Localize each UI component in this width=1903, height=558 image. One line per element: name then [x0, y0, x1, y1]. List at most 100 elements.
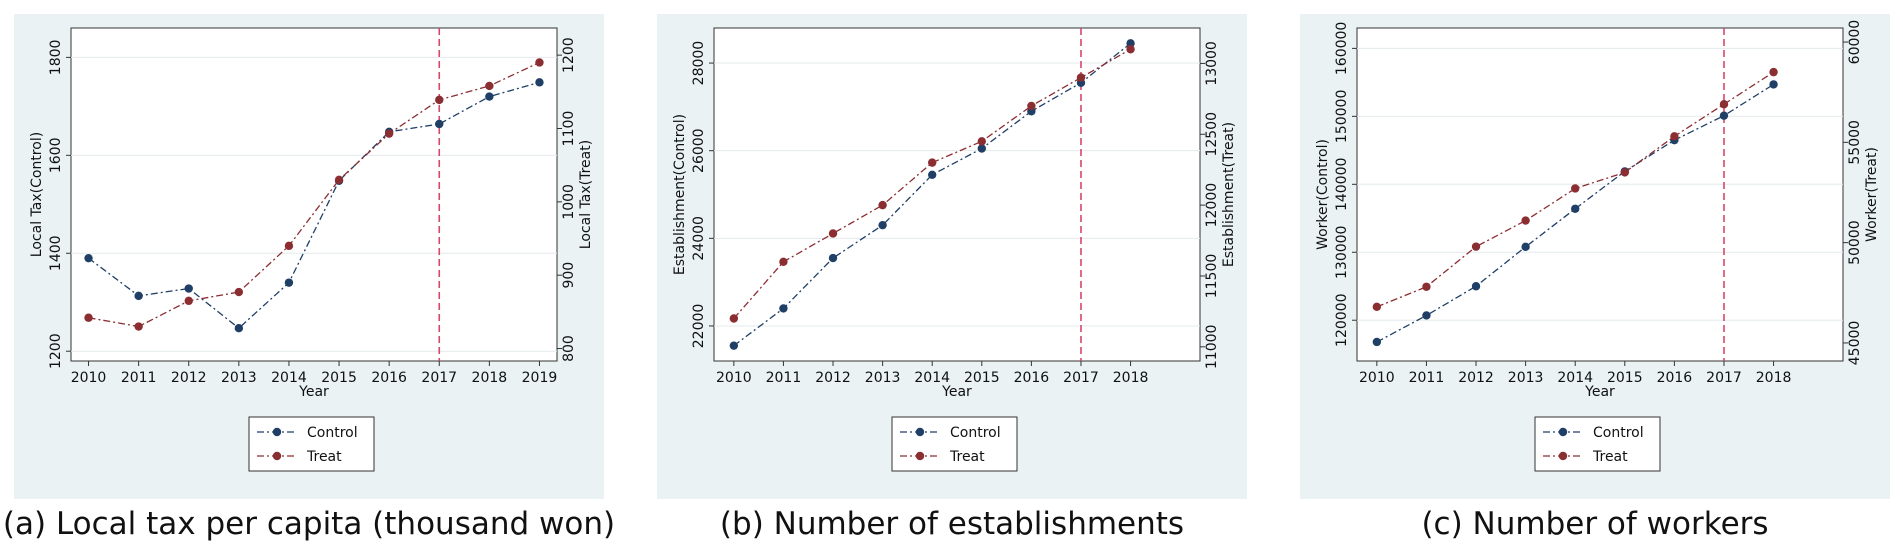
y-right-tick-label: 60000 — [1847, 20, 1863, 65]
legend-marker-control — [915, 427, 925, 437]
data-point-treat — [1620, 168, 1629, 177]
x-tick-label: 2010 — [71, 370, 107, 386]
data-point-treat — [1471, 242, 1481, 251]
y-left-tick-label: 160000 — [1334, 22, 1350, 75]
data-point-treat — [334, 175, 344, 185]
x-tick-label: 2010 — [716, 370, 752, 386]
y-right-tick-label: 900 — [561, 262, 577, 289]
data-point-control — [878, 220, 887, 230]
data-point-treat — [779, 257, 788, 267]
data-point-control — [134, 291, 143, 301]
data-point-treat — [878, 200, 887, 210]
data-point-treat — [1769, 67, 1778, 77]
x-tick-label: 2014 — [914, 370, 950, 386]
plot-area — [70, 27, 558, 362]
caption-a: (a) Local tax per capita (thousand won) — [2, 506, 616, 542]
y-left-axis-label: Local Tax(Control) — [29, 132, 45, 257]
x-tick-label: 2016 — [371, 370, 407, 386]
x-tick-label: 2015 — [964, 370, 1000, 386]
legend-label-control: Control — [950, 425, 1001, 441]
data-point-treat — [535, 58, 544, 67]
x-tick-label: 2018 — [1756, 370, 1792, 386]
chart-b-svg: 22000 24000 26000 28000 11000 11500 12000 12500… — [672, 27, 1237, 472]
data-point-control — [284, 278, 294, 287]
data-point-control — [779, 304, 788, 313]
x-axis-label: Year — [941, 384, 972, 400]
y-left-tick-label: 26000 — [691, 128, 707, 173]
x-tick-label: 2011 — [121, 370, 157, 386]
y-left-tick-label: 150000 — [1334, 90, 1350, 143]
legend-label-control: Control — [307, 425, 358, 441]
y-left-tick-label: 1400 — [48, 235, 64, 271]
data-point-control — [184, 284, 193, 293]
x-tick-label: 2018 — [1113, 370, 1149, 386]
y-right-tick-label: 55000 — [1847, 120, 1863, 165]
y-right-axis-label: Worker(Treat) — [1864, 147, 1880, 242]
y-left-tick-label: 130000 — [1334, 226, 1350, 279]
legend-box — [248, 416, 375, 472]
legend-box — [1534, 416, 1661, 472]
y-left-tick-label: 28000 — [691, 41, 707, 86]
x-tick-label: 2016 — [1014, 370, 1050, 386]
data-point-control — [485, 92, 494, 101]
data-point-control — [828, 253, 838, 263]
y-left-axis-label: Establishment(Control) — [672, 114, 688, 275]
data-point-control — [84, 253, 93, 263]
data-point-control — [729, 341, 739, 350]
series-line-control — [88, 81, 540, 330]
y-right-tick-label: 13000 — [1204, 41, 1220, 86]
legend-box — [891, 416, 1018, 472]
chart-panel-c: 120000 130000 140000 150000 160000 45000 50000… — [1300, 14, 1890, 499]
data-point-treat — [1719, 100, 1729, 109]
y-right-tick-label: 1100 — [561, 111, 577, 147]
data-point-control — [1471, 282, 1481, 291]
x-tick-label: 2013 — [865, 370, 901, 386]
data-point-treat — [977, 137, 986, 146]
y-right-axis-label: Establishment(Treat) — [1221, 122, 1237, 267]
legend-label-treat: Treat — [306, 449, 342, 465]
data-point-treat — [184, 296, 193, 306]
series-line-treat — [88, 61, 540, 328]
data-point-treat — [1372, 302, 1382, 312]
caption-c: (c) Number of workers — [1421, 506, 1769, 542]
series-line-treat — [1376, 71, 1774, 308]
chart-panel-b: 22000 24000 26000 28000 11000 11500 12000 12500… — [657, 14, 1247, 499]
plot-area — [1356, 27, 1844, 362]
y-right-axis-label: Local Tax(Treat) — [578, 140, 594, 249]
data-point-control — [1422, 311, 1431, 320]
data-point-control — [1126, 39, 1135, 48]
y-left-tick-label: 1600 — [48, 138, 64, 174]
data-point-control — [1719, 111, 1729, 120]
y-right-tick-label: 45000 — [1847, 321, 1863, 366]
data-point-treat — [1571, 184, 1580, 193]
data-point-treat — [284, 241, 294, 251]
data-point-control — [928, 170, 937, 179]
x-tick-label: 2012 — [1458, 370, 1494, 386]
x-tick-label: 2017 — [1706, 370, 1742, 386]
chart-c-svg: 120000 130000 140000 150000 160000 45000 50000… — [1315, 20, 1880, 472]
chart-panel-a: 1200 1400 1600 1800 800 900 1000 1100 1200 2010 20… — [14, 14, 604, 499]
data-point-treat — [384, 129, 394, 138]
data-point-treat — [1076, 73, 1086, 82]
x-tick-label: 2018 — [472, 370, 508, 386]
x-axis-label: Year — [298, 384, 329, 400]
y-left-tick-label: 120000 — [1334, 293, 1350, 346]
data-point-control — [1521, 242, 1530, 252]
x-tick-label: 2019 — [522, 370, 558, 386]
y-left-axis-label: Worker(Control) — [1315, 139, 1331, 250]
y-right-tick-label: 1200 — [561, 37, 577, 73]
series-line-control — [733, 42, 1131, 347]
data-point-control — [535, 78, 544, 87]
x-tick-label: 2014 — [1557, 370, 1593, 386]
data-point-treat — [485, 81, 494, 91]
y-right-tick-label: 1000 — [561, 184, 577, 220]
x-tick-label: 2011 — [766, 370, 802, 386]
legend-label-control: Control — [1593, 425, 1644, 441]
x-tick-label: 2011 — [1409, 370, 1445, 386]
x-tick-label: 2012 — [815, 370, 851, 386]
y-left-tick-label: 1800 — [48, 40, 64, 76]
data-point-treat — [134, 322, 143, 331]
data-point-control — [234, 323, 244, 333]
legend-label-treat: Treat — [1592, 449, 1628, 465]
series-line-control — [1376, 83, 1774, 343]
